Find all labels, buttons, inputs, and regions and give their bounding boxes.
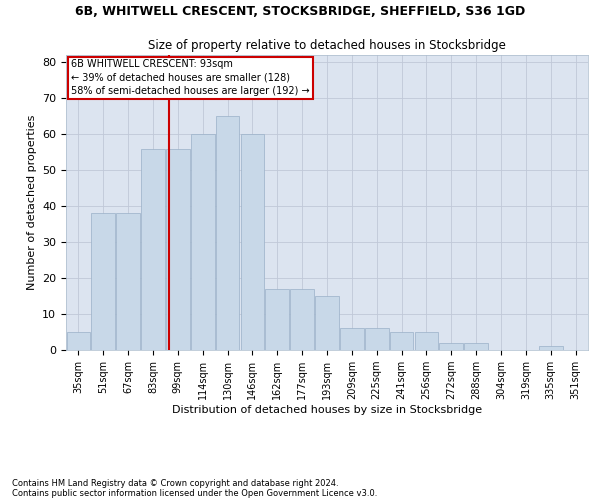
Text: Contains HM Land Registry data © Crown copyright and database right 2024.: Contains HM Land Registry data © Crown c…	[12, 478, 338, 488]
Bar	[67, 332, 90, 350]
X-axis label: Distribution of detached houses by size in Stocksbridge: Distribution of detached houses by size …	[172, 405, 482, 415]
Bar	[116, 214, 140, 350]
Bar	[141, 148, 165, 350]
Bar	[166, 148, 190, 350]
Text: 6B, WHITWELL CRESCENT, STOCKSBRIDGE, SHEFFIELD, S36 1GD: 6B, WHITWELL CRESCENT, STOCKSBRIDGE, SHE…	[75, 5, 525, 18]
Bar	[191, 134, 215, 350]
Text: Contains public sector information licensed under the Open Government Licence v3: Contains public sector information licen…	[12, 488, 377, 498]
Bar	[340, 328, 364, 350]
Bar	[216, 116, 239, 350]
Bar	[415, 332, 438, 350]
Bar	[464, 343, 488, 350]
Bar	[91, 214, 115, 350]
Bar	[439, 343, 463, 350]
Bar	[539, 346, 563, 350]
Bar	[315, 296, 339, 350]
Bar	[290, 289, 314, 350]
Bar	[390, 332, 413, 350]
Title: Size of property relative to detached houses in Stocksbridge: Size of property relative to detached ho…	[148, 40, 506, 52]
Bar	[265, 289, 289, 350]
Y-axis label: Number of detached properties: Number of detached properties	[26, 115, 37, 290]
Bar	[241, 134, 264, 350]
Text: 6B WHITWELL CRESCENT: 93sqm
← 39% of detached houses are smaller (128)
58% of se: 6B WHITWELL CRESCENT: 93sqm ← 39% of det…	[71, 60, 310, 96]
Bar	[365, 328, 389, 350]
